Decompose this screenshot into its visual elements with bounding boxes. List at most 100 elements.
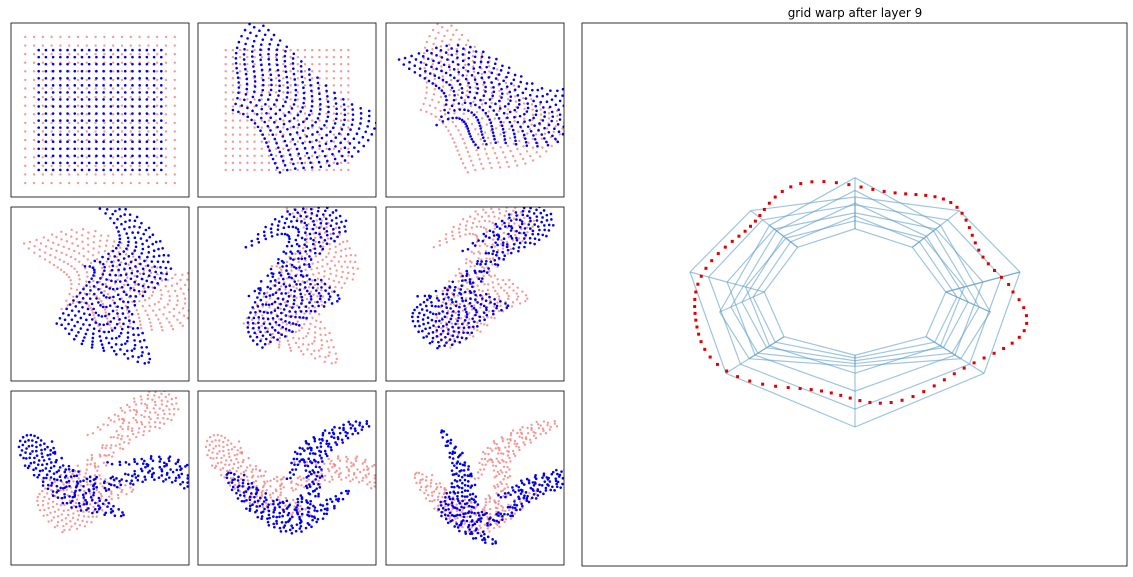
small-panel (24, 35, 176, 185)
point (51, 98, 55, 101)
point (312, 435, 316, 439)
point (491, 94, 495, 98)
point (141, 331, 144, 335)
panel-frame (385, 22, 565, 198)
prev-point (166, 400, 169, 403)
point (298, 283, 302, 286)
point (165, 272, 168, 276)
prev-point (493, 117, 496, 120)
point (484, 299, 488, 302)
prev-point (86, 483, 89, 486)
prev-point (173, 113, 176, 116)
point (447, 111, 450, 115)
point (121, 511, 124, 514)
point (87, 48, 91, 52)
prev-point (299, 504, 302, 508)
prev-point (274, 119, 278, 122)
prev-point (173, 104, 176, 107)
point (325, 229, 329, 233)
point (441, 292, 445, 296)
prev-point (101, 444, 104, 447)
prev-point (92, 505, 95, 509)
prev-point (85, 70, 89, 73)
point (289, 476, 292, 480)
prev-point (449, 303, 452, 306)
point (110, 337, 114, 340)
prev-point (271, 332, 275, 336)
point (336, 235, 339, 239)
prev-point (155, 130, 159, 133)
point (147, 245, 150, 249)
point (267, 47, 271, 51)
prev-point (155, 173, 159, 176)
prev-point (237, 461, 240, 464)
point (323, 429, 327, 432)
prev-point (554, 125, 557, 128)
point (475, 82, 479, 86)
point (145, 69, 149, 73)
prev-point (165, 404, 168, 408)
prev-point (431, 63, 434, 66)
prev-point (295, 304, 299, 307)
prev-point (302, 477, 305, 480)
prev-point (83, 292, 87, 295)
prev-point (62, 489, 65, 492)
point (350, 155, 354, 158)
point (73, 140, 77, 144)
prev-point (175, 282, 179, 285)
point (263, 120, 267, 124)
prev-point (496, 140, 500, 144)
point (160, 84, 163, 87)
prev-point (291, 212, 294, 215)
point (66, 84, 69, 87)
prev-point (123, 411, 127, 414)
point (54, 460, 58, 464)
point (311, 133, 314, 136)
prev-point (299, 478, 303, 481)
point (73, 491, 76, 495)
prev-point (88, 292, 91, 295)
point (328, 213, 332, 217)
point (292, 52, 296, 56)
point (59, 84, 62, 87)
point (477, 239, 480, 242)
point (483, 318, 486, 322)
point (113, 484, 116, 487)
prev-point (472, 50, 475, 53)
point (525, 82, 529, 85)
point (467, 129, 470, 133)
point (278, 171, 282, 174)
point (304, 286, 307, 289)
prev-point (72, 295, 75, 299)
point (131, 55, 134, 59)
point (413, 324, 417, 328)
point (44, 168, 48, 172)
point (445, 80, 448, 84)
prev-point (219, 473, 223, 477)
prev-point (550, 144, 553, 148)
point (430, 318, 434, 322)
prev-point (347, 48, 350, 52)
point (132, 225, 136, 228)
point (96, 281, 99, 284)
prev-point (521, 290, 524, 293)
point (68, 495, 71, 498)
prev-point (118, 486, 121, 490)
point (88, 479, 92, 483)
prev-point (296, 70, 300, 73)
prev-point (260, 140, 263, 143)
prev-point (348, 247, 351, 250)
point (297, 306, 301, 309)
prev-point (46, 492, 49, 495)
prev-point (120, 435, 124, 438)
prev-point (246, 147, 249, 150)
point (78, 488, 81, 492)
prev-point (322, 275, 326, 278)
prev-point (307, 223, 310, 226)
point (76, 482, 80, 485)
point (244, 42, 247, 46)
point (253, 90, 256, 93)
point (145, 279, 149, 283)
point (403, 56, 407, 60)
point (316, 282, 319, 286)
